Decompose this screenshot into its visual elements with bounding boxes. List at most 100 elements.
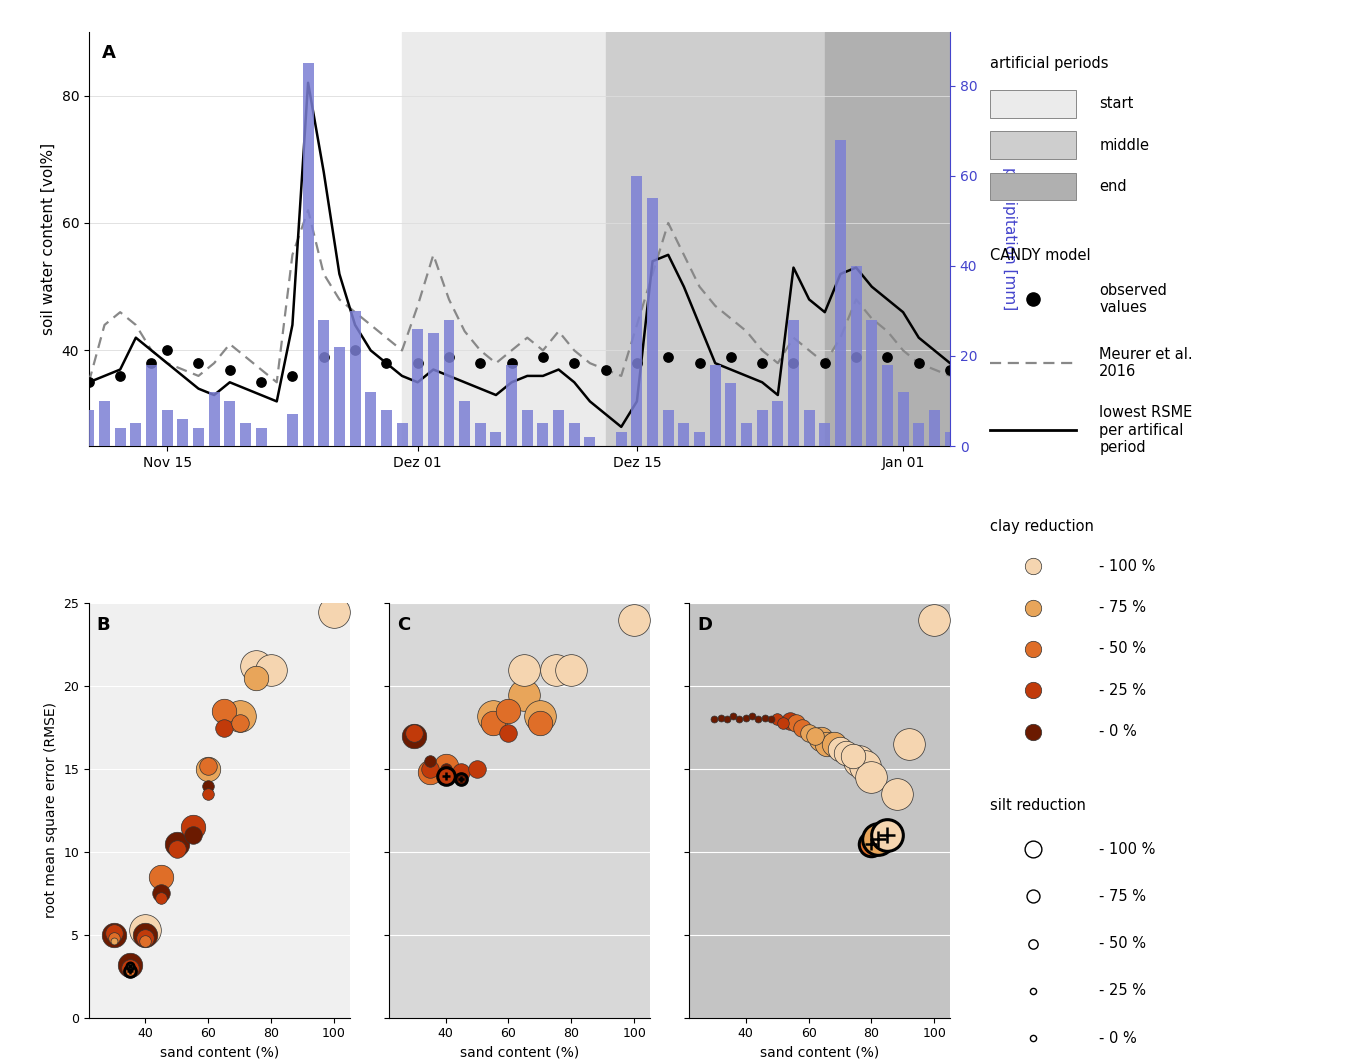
Bar [787, 320, 798, 446]
Bar [334, 347, 344, 446]
Bar [402, 32, 606, 446]
Point [119, 962, 141, 979]
Point [119, 958, 141, 975]
Point [709, 709, 731, 726]
Text: start: start [1099, 96, 1133, 111]
Text: - 0 %: - 0 % [1099, 724, 1137, 739]
Bar [83, 410, 94, 446]
Text: Meurer et al.
2016: Meurer et al. 2016 [1099, 347, 1193, 379]
Point [197, 777, 219, 794]
Point [797, 724, 819, 741]
Point [813, 355, 835, 372]
Point [845, 349, 867, 366]
Bar [537, 424, 548, 446]
Point [481, 708, 503, 725]
Point [720, 349, 742, 366]
Bar [804, 410, 815, 446]
Point [435, 767, 457, 784]
Text: - 25 %: - 25 % [1099, 683, 1146, 697]
Text: D: D [697, 616, 712, 634]
Point [344, 342, 366, 359]
Point [886, 785, 908, 802]
Point [141, 355, 163, 372]
Point [481, 714, 503, 731]
Bar [867, 320, 878, 446]
Point [376, 355, 398, 372]
Bar [647, 198, 658, 446]
Point [734, 709, 756, 726]
Bar [115, 428, 126, 446]
Point [498, 703, 519, 720]
Text: end: end [1099, 179, 1126, 194]
Bar [585, 437, 596, 446]
Point [213, 719, 235, 736]
Point [119, 958, 141, 975]
Bar [381, 410, 392, 446]
Bar [913, 424, 924, 446]
Point [197, 757, 219, 774]
Text: - 50 %: - 50 % [1099, 641, 1146, 656]
Point [182, 827, 204, 844]
Point [450, 764, 472, 781]
Point [716, 711, 738, 728]
Text: - 25 %: - 25 % [1099, 984, 1146, 999]
Bar [413, 329, 424, 446]
Point [228, 708, 250, 725]
Bar [850, 266, 861, 446]
Point [403, 724, 425, 741]
Point [450, 771, 472, 788]
Bar [130, 424, 141, 446]
Bar [554, 410, 565, 446]
Point [418, 761, 440, 778]
Point [213, 703, 235, 720]
Point [753, 709, 775, 726]
Bar [506, 365, 517, 446]
Bar [302, 64, 313, 446]
Bar [990, 90, 1076, 118]
Point [848, 753, 869, 770]
Point [748, 711, 770, 728]
Point [187, 355, 209, 372]
Bar [474, 424, 485, 446]
Point [450, 771, 472, 788]
Bar [241, 424, 252, 446]
Point [816, 736, 838, 753]
Point [156, 342, 178, 359]
Point [466, 761, 488, 778]
X-axis label: sand content (%): sand content (%) [760, 1046, 879, 1060]
Point [854, 757, 876, 774]
Bar [990, 173, 1076, 200]
Bar [615, 432, 626, 446]
Point [823, 736, 845, 753]
Point [219, 361, 241, 378]
Point [245, 658, 267, 675]
Point [119, 959, 141, 976]
Point [563, 355, 585, 372]
Point [532, 349, 554, 366]
Point [760, 711, 782, 728]
Point [435, 767, 457, 784]
Point [722, 708, 744, 725]
Point [165, 841, 187, 858]
Y-axis label: root mean square error (RMSE): root mean square error (RMSE) [44, 703, 57, 919]
Point [323, 603, 344, 620]
Bar [256, 428, 267, 446]
Point [782, 355, 804, 372]
Bar [709, 365, 720, 446]
Bar [428, 334, 439, 446]
Bar [178, 419, 189, 446]
Bar [819, 424, 830, 446]
Bar [146, 365, 157, 446]
Y-axis label: soil water content [vol%]: soil water content [vol%] [41, 143, 56, 335]
Point [860, 768, 882, 785]
Point [197, 785, 219, 802]
Bar [824, 32, 950, 446]
Text: lowest RSME
per artifical
period: lowest RSME per artifical period [1099, 405, 1192, 455]
Bar [882, 365, 893, 446]
Point [811, 730, 833, 747]
Point [469, 355, 491, 372]
Point [260, 661, 282, 678]
Text: middle: middle [1099, 138, 1150, 153]
Bar [632, 176, 642, 446]
Bar [726, 383, 737, 446]
